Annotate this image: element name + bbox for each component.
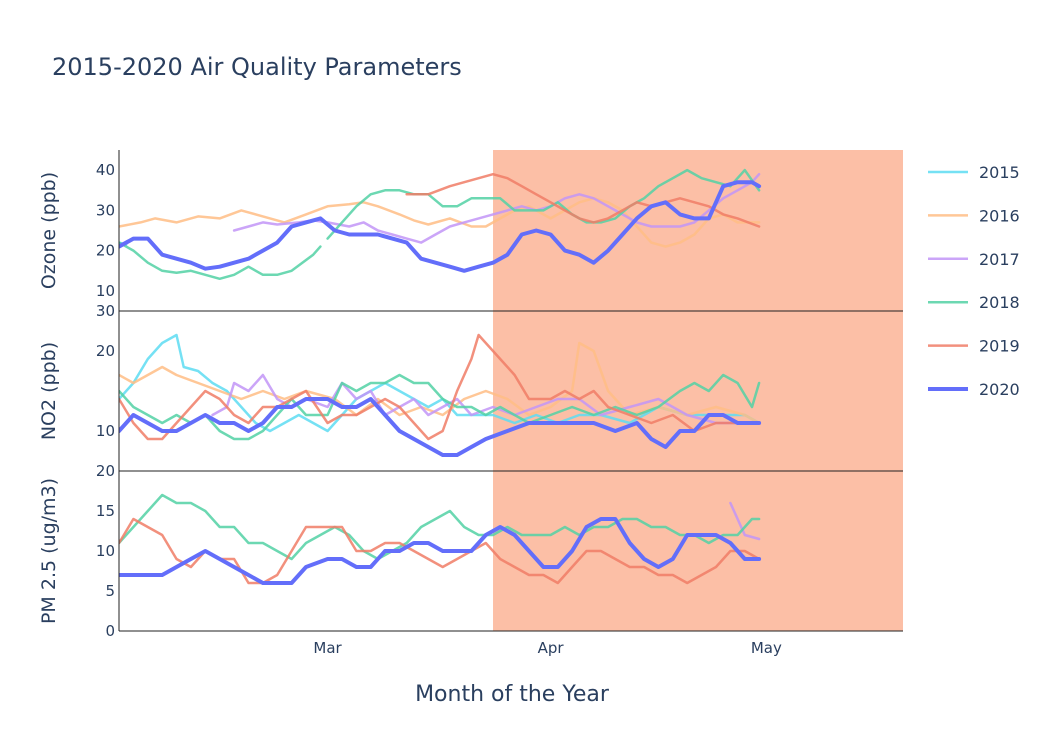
- series-line-2020: [119, 180, 762, 273]
- y-tick-label: 5: [105, 582, 115, 600]
- legend: 2015 2016 2017 2018 2019 2020: [928, 163, 1020, 399]
- x-tick-label: Apr: [538, 639, 565, 657]
- legend-item-2015: 2015: [928, 163, 1020, 182]
- panel-3: 0 5 10 15 20 PM 2.5 (ug/m3): [38, 462, 903, 640]
- y-axis-label: PM 2.5 (ug/m3): [38, 478, 60, 624]
- series-line-2017: [211, 373, 761, 425]
- chart-title: 2015-2020 Air Quality Parameters: [52, 53, 462, 81]
- y-tick-label: 20: [96, 462, 115, 480]
- legend-label: 2017: [979, 250, 1020, 269]
- legend-label: 2020: [979, 380, 1020, 399]
- series-group: [119, 168, 762, 281]
- legend-item-2020: 2020: [928, 380, 1020, 399]
- y-axis-label: NO2 (ppb): [38, 342, 60, 440]
- series-line-2019: [119, 333, 761, 441]
- y-tick-label: 0: [105, 622, 115, 640]
- legend-label: 2015: [979, 163, 1020, 182]
- y-tick-label: 30: [96, 201, 115, 219]
- y-tick-label: 20: [96, 342, 115, 360]
- legend-item-2018: 2018: [928, 293, 1020, 312]
- x-axis-label: Month of the Year: [415, 682, 610, 707]
- legend-item-2019: 2019: [928, 337, 1020, 356]
- series-line-2018: [119, 373, 761, 441]
- series-line-2016: [119, 197, 761, 248]
- y-tick-label: 10: [96, 422, 115, 440]
- series-line-2020: [119, 517, 762, 585]
- series-line-2018: [119, 493, 761, 561]
- legend-item-2016: 2016: [928, 206, 1020, 225]
- legend-label: 2016: [979, 206, 1020, 225]
- panel-1: 10 20 30 40 Ozone (ppb): [38, 150, 903, 312]
- y-tick-label: 20: [96, 242, 115, 260]
- series-group: [119, 333, 762, 457]
- y-tick-label: 40: [96, 161, 115, 179]
- series-line-2020: [119, 397, 762, 457]
- series-line-2018: [326, 168, 761, 240]
- series-line-2017: [729, 501, 761, 541]
- legend-label: 2019: [979, 337, 1020, 356]
- lockdown-highlight-region: [493, 150, 903, 631]
- series-line-2015: [119, 333, 761, 433]
- series-group: [119, 493, 762, 585]
- y-tick-label: 30: [96, 302, 115, 320]
- x-tick-label: May: [751, 639, 782, 657]
- y-axis-label: Ozone (ppb): [38, 172, 60, 289]
- legend-item-2017: 2017: [928, 250, 1020, 269]
- y-tick-label: 10: [96, 542, 115, 560]
- series-line-2018: [119, 241, 322, 281]
- panel-2: 10 20 30 NO2 (ppb): [38, 302, 903, 472]
- y-tick-label: 10: [96, 282, 115, 300]
- y-tick-label: 15: [96, 502, 115, 520]
- legend-label: 2018: [979, 293, 1020, 312]
- series-line-2019: [405, 172, 761, 228]
- x-tick-label: Mar: [313, 639, 342, 657]
- series-line-2019: [119, 517, 761, 585]
